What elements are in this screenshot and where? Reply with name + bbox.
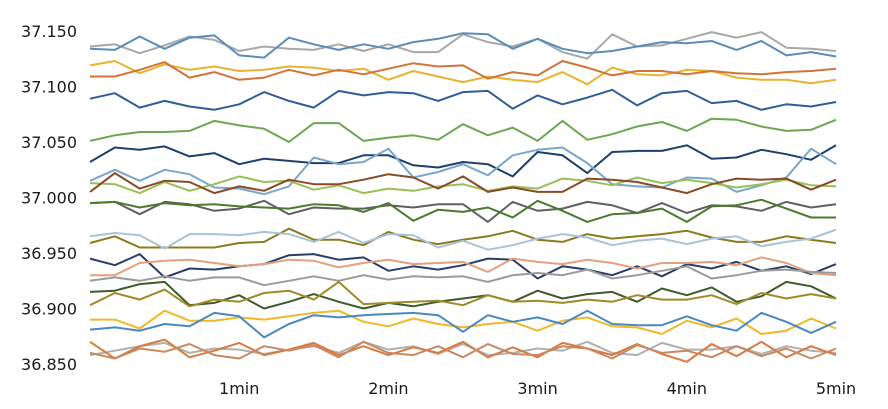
series-line-7 (89, 144, 837, 178)
y-tick-label: 36.850 (21, 355, 77, 374)
series-line-1 (89, 31, 837, 60)
series-line-6 (89, 117, 837, 143)
y-tick-label: 37.050 (21, 133, 77, 152)
x-tick-label: 4min (667, 379, 707, 398)
y-axis: 36.850 36.900 36.950 37.000 37.050 37.100 37.1… (21, 22, 77, 374)
series-line-23 (89, 338, 837, 363)
x-tick-label: 1min (219, 379, 259, 398)
y-tick-label: 36.900 (21, 300, 77, 319)
series-line-17 (89, 265, 837, 287)
series-line-4 (90, 60, 837, 81)
x-tick-label: 3min (517, 379, 557, 398)
series-line-11 (89, 199, 837, 223)
series-line-2 (89, 32, 837, 59)
series-line-8 (89, 146, 837, 196)
series-line-12 (89, 198, 836, 223)
series-line-16 (90, 256, 837, 277)
series-line-20 (90, 309, 837, 335)
x-tick-label: 5min (816, 379, 856, 398)
series-line-14 (89, 228, 837, 251)
series-line-22 (89, 340, 837, 357)
x-tick-label: 2min (368, 379, 408, 398)
series-line-13 (89, 227, 837, 249)
y-tick-label: 36.950 (21, 244, 77, 263)
y-tick-label: 37.100 (21, 78, 77, 97)
series-line-15 (89, 253, 837, 280)
series-layer (89, 31, 837, 363)
series-line-9 (89, 175, 837, 195)
x-axis: 1min 2min 3min 4min 5min (219, 379, 856, 398)
series-line-19 (89, 280, 837, 308)
series-line-10 (89, 172, 837, 195)
series-line-5 (89, 88, 837, 111)
y-tick-label: 37.000 (21, 189, 77, 208)
series-line-21 (89, 309, 837, 339)
series-line-18 (89, 280, 837, 310)
series-line-24 (89, 340, 837, 360)
y-tick-label: 37.150 (21, 22, 77, 41)
